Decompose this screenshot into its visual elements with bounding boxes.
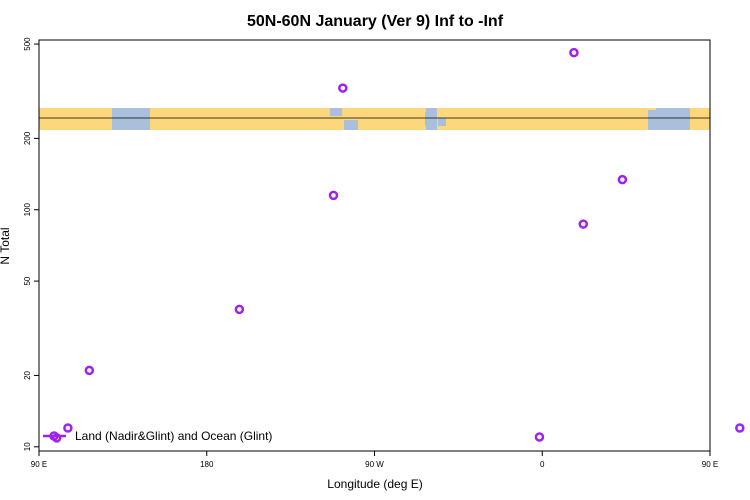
y-axis-label: N Total xyxy=(0,227,12,264)
y-tick-label: 10 xyxy=(23,442,32,451)
y-tick-label: 500 xyxy=(23,37,32,51)
y-tick-label: 50 xyxy=(23,276,32,285)
data-point xyxy=(735,423,745,433)
data-point xyxy=(234,304,245,315)
data-point xyxy=(578,219,589,229)
map-band xyxy=(39,108,710,130)
data-point xyxy=(328,190,339,201)
coast-detail xyxy=(120,118,134,130)
data-point xyxy=(534,432,545,442)
x-tick-label: 0 xyxy=(540,460,545,469)
y-tick-label: 200 xyxy=(23,131,32,145)
land-segment xyxy=(39,108,112,130)
x-axis: 90 E 180 90 W 0 90 E xyxy=(31,451,718,469)
x-axis-label: Longitude (deg E) xyxy=(327,477,422,491)
map-band-land xyxy=(39,108,710,130)
y-tick-label: 100 xyxy=(23,203,32,217)
coast-detail xyxy=(658,108,680,116)
data-point xyxy=(617,174,628,185)
land-segment xyxy=(150,108,426,130)
coast-detail xyxy=(344,120,358,130)
land-segment xyxy=(690,108,710,130)
legend: Land (Nadir&Glint) and Ocean (Glint) xyxy=(43,429,272,443)
land-segment xyxy=(437,108,656,130)
y-axis: 10 20 50 100 200 500 xyxy=(23,37,39,451)
coast-detail xyxy=(425,112,435,126)
data-point xyxy=(63,423,73,433)
data-point xyxy=(84,365,95,376)
coast-detail xyxy=(648,110,658,130)
legend-marker xyxy=(49,431,59,441)
chart-title: 50N-60N January (Ver 9) Inf to -Inf xyxy=(247,13,504,30)
coast-detail xyxy=(140,112,148,118)
data-point xyxy=(338,83,348,93)
coast-detail xyxy=(112,108,122,118)
x-tick-label: 90 E xyxy=(702,460,718,469)
x-tick-label: 90 E xyxy=(31,460,47,469)
x-tick-label: 90 W xyxy=(365,460,384,469)
x-tick-label: 180 xyxy=(200,460,214,469)
data-points xyxy=(51,47,745,443)
coast-detail xyxy=(330,108,342,116)
coast-detail xyxy=(438,118,446,126)
plot-frame xyxy=(38,39,711,452)
data-point xyxy=(569,47,579,58)
legend-label: Land (Nadir&Glint) and Ocean (Glint) xyxy=(75,429,272,443)
y-tick-label: 20 xyxy=(23,370,32,379)
coast-detail xyxy=(672,118,684,130)
